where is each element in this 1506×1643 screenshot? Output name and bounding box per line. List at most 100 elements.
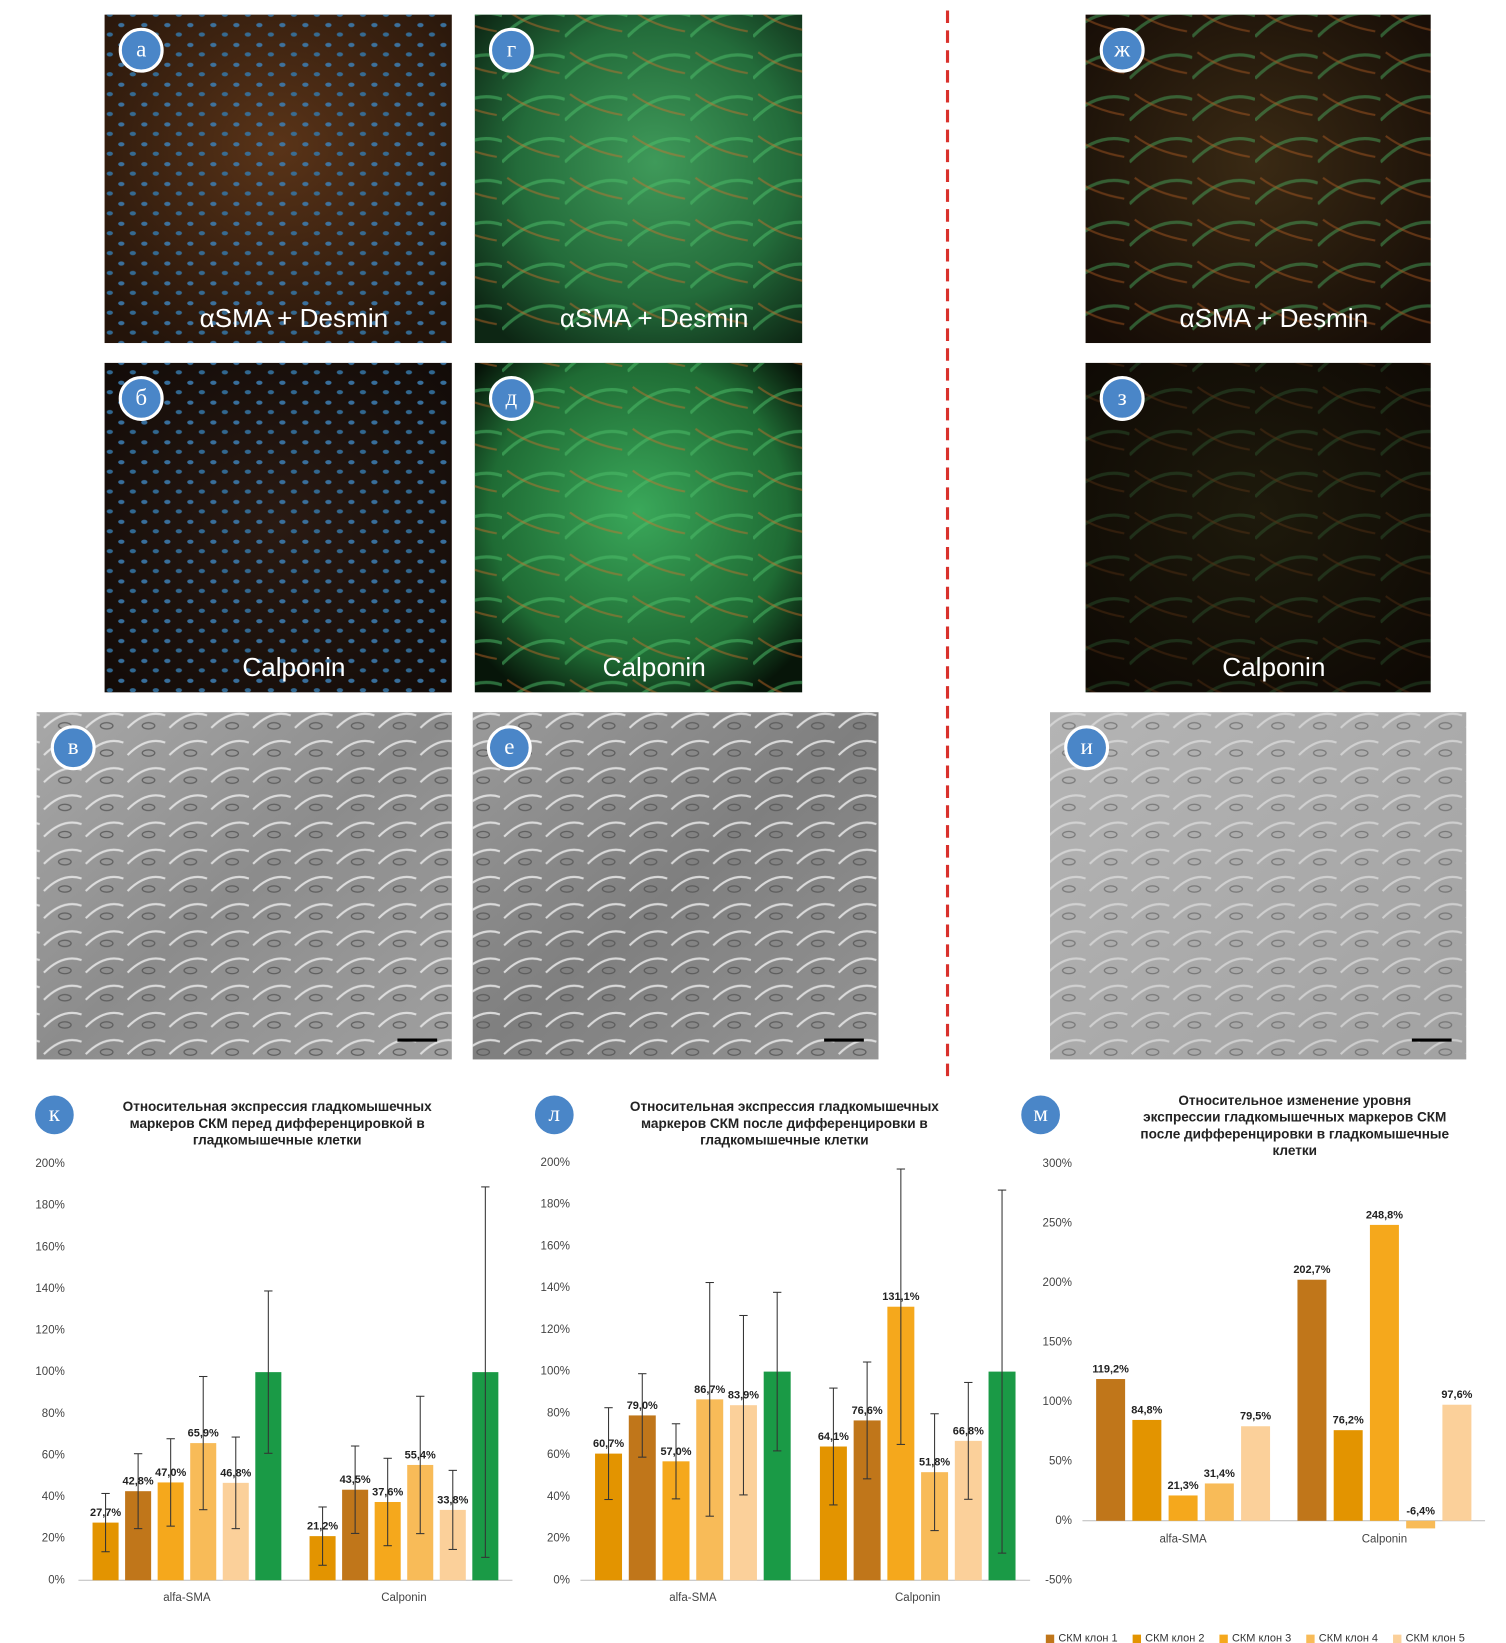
data-label: 60,7% <box>593 1438 624 1450</box>
panel-letter: е <box>504 734 514 759</box>
error-bar <box>739 1314 748 1496</box>
chart-title: клетки <box>1272 1143 1317 1158</box>
bar <box>1132 1419 1162 1521</box>
error-bar <box>264 1290 273 1454</box>
error-bar <box>829 1387 838 1506</box>
error-bar <box>199 1375 208 1511</box>
panel-letter: л <box>549 1101 560 1126</box>
y-tick-label: 160% <box>541 1240 570 1252</box>
panel-badge <box>1099 27 1145 73</box>
panel-badge <box>31 1092 77 1138</box>
x-tick-label: Calponin <box>381 1592 426 1604</box>
y-tick-label: 120% <box>541 1324 570 1336</box>
data-label: 65,9% <box>188 1428 219 1440</box>
bar <box>1241 1426 1271 1521</box>
legend-swatch <box>1393 1634 1402 1643</box>
data-label: 31,4% <box>1204 1468 1235 1480</box>
x-tick-label: Calponin <box>1362 1533 1407 1545</box>
micrograph-texture <box>1050 712 1467 1060</box>
data-label: 21,2% <box>307 1521 338 1533</box>
y-tick-label: 60% <box>547 1449 570 1461</box>
scale-bar <box>824 1038 864 1042</box>
panel-letter: г <box>507 37 516 62</box>
error-bar <box>896 1168 906 1445</box>
data-label: 51,8% <box>919 1457 950 1469</box>
panel-badge <box>118 27 164 73</box>
y-tick-label: 140% <box>541 1282 570 1294</box>
panel-badge <box>488 27 534 73</box>
panel-letter: а <box>136 37 146 62</box>
data-label: 33,8% <box>437 1494 468 1506</box>
y-tick-label: 180% <box>35 1200 64 1212</box>
chart-title: маркеров СКМ после дифференцировки в <box>641 1116 928 1131</box>
error-bar <box>862 1361 872 1480</box>
error-bar <box>350 1445 360 1534</box>
micrograph-texture <box>474 14 803 344</box>
error-bar <box>481 1186 490 1558</box>
panel-letter: к <box>49 1101 61 1126</box>
y-tick-label: 20% <box>42 1533 65 1545</box>
chart-title: Относительная экспрессия гладкомышечных <box>630 1099 939 1114</box>
error-bar <box>773 1291 782 1452</box>
panel-badge <box>1099 375 1145 421</box>
data-label: 43,5% <box>340 1474 371 1486</box>
data-label: 42,8% <box>123 1476 154 1488</box>
data-label: 76,6% <box>852 1405 883 1417</box>
data-label: 66,8% <box>953 1425 984 1437</box>
data-label: 119,2% <box>1092 1364 1129 1376</box>
bar <box>1096 1379 1126 1521</box>
micrograph-texture <box>1085 362 1431 693</box>
y-tick-label: 80% <box>547 1407 570 1419</box>
panel-caption: αSMA + Desmin <box>1180 303 1369 333</box>
data-label: 83,9% <box>728 1390 759 1402</box>
bar <box>1333 1430 1363 1521</box>
micrograph-texture <box>1085 14 1431 344</box>
legend-label: СКМ клон 3 <box>1232 1633 1291 1643</box>
panel-caption: Calponin <box>1222 652 1325 682</box>
y-tick-label: 200% <box>35 1158 64 1170</box>
scale-bar <box>1411 1038 1452 1042</box>
panel-badge <box>1018 1092 1064 1138</box>
data-label: 21,3% <box>1168 1480 1199 1492</box>
chart-title: Относительное изменение уровня <box>1178 1093 1411 1108</box>
panel-badge <box>50 725 96 771</box>
bar <box>1406 1520 1436 1529</box>
error-bar <box>638 1373 647 1458</box>
bar <box>1369 1224 1399 1521</box>
data-label: 86,7% <box>694 1384 725 1396</box>
chart-title: экспрессии гладкомышечных маркеров СКМ <box>1143 1110 1446 1125</box>
y-tick-label: 100% <box>1043 1396 1072 1408</box>
x-tick-label: alfa-SMA <box>1159 1533 1207 1545</box>
panel-badge <box>1064 725 1110 771</box>
error-bar <box>671 1423 681 1500</box>
x-tick-label: Calponin <box>895 1592 940 1604</box>
data-label: -6,4% <box>1406 1505 1435 1517</box>
y-tick-label: 200% <box>541 1157 570 1169</box>
bar <box>1204 1483 1234 1521</box>
error-bar <box>604 1407 613 1501</box>
panel-caption: Calponin <box>603 652 706 682</box>
panel-badge <box>531 1092 577 1138</box>
y-tick-label: 40% <box>42 1491 65 1503</box>
panel-caption: αSMA + Desmin <box>560 303 749 333</box>
micrograph-texture <box>36 712 452 1060</box>
scale-bar <box>397 1038 438 1042</box>
bar <box>1297 1279 1327 1521</box>
panel-letter: в <box>68 734 79 759</box>
chart-title: Относительная экспрессия гладкомышечных <box>123 1099 432 1114</box>
bar <box>1168 1495 1198 1521</box>
error-bar <box>705 1281 714 1517</box>
y-tick-label: 40% <box>547 1491 570 1503</box>
error-bar <box>416 1395 425 1535</box>
error-bar <box>964 1381 973 1500</box>
y-tick-label: 250% <box>1043 1218 1072 1230</box>
data-label: 97,6% <box>1441 1389 1472 1401</box>
legend-label: СКМ клон 2 <box>1145 1633 1204 1643</box>
data-label: 202,7% <box>1293 1264 1330 1276</box>
y-tick-label: 160% <box>35 1241 64 1253</box>
chart-title: после дифференцировки в гладкомышечные <box>1140 1126 1449 1141</box>
data-label: 79,5% <box>1240 1411 1271 1423</box>
chart-title: маркеров СКМ перед дифференцировкой в <box>130 1116 425 1131</box>
y-tick-label: 80% <box>42 1408 65 1420</box>
data-label: 57,0% <box>660 1446 691 1458</box>
